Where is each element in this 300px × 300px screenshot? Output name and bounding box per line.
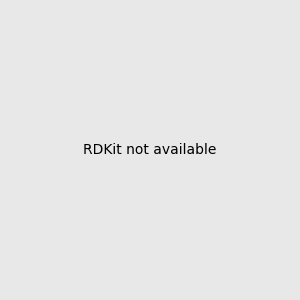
Text: RDKit not available: RDKit not available xyxy=(83,143,217,157)
